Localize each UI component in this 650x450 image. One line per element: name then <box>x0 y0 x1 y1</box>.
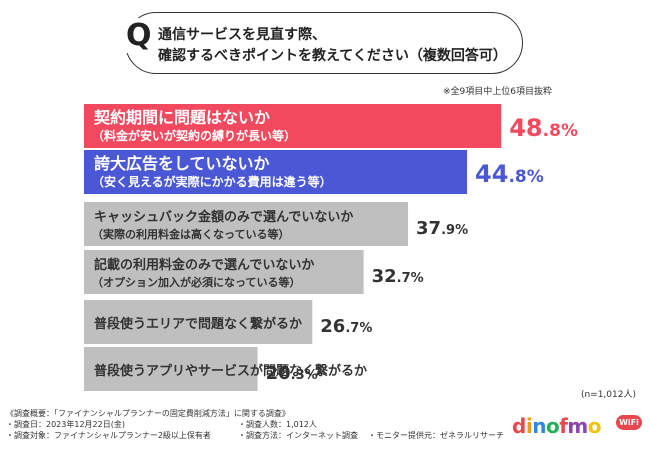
bar-chart: 契約期間に問題はないか（料金が安いが契約の縛りが長い等） 48.8% 誇大広告をして… <box>84 104 578 391</box>
bar-sublabel-1: （料金が安いが契約の縛りが長い等） <box>92 128 296 143</box>
bar-value-6: 20.3% <box>266 363 318 384</box>
bar-sublabel-3: （実際の利用料金は高くなっている等） <box>92 227 289 241</box>
bar-label-2: 誇大広告をしていないか <box>94 154 270 173</box>
bar-label-6: 普段使うアプリやサービスが問題なく繋がるか <box>94 363 367 379</box>
bar-5 <box>84 300 313 344</box>
bar-value-2: 44.8% <box>475 160 544 188</box>
bar-label-5: 普段使うエリアで問題なく繋がるか <box>94 316 302 332</box>
logo-letter: n <box>532 414 546 438</box>
survey-provider: ・モニター提供元：ゼネラルリサーチ <box>368 431 504 440</box>
bar-6 <box>84 347 258 391</box>
survey-overview: 《調査概要：「ファイナンシャルプランナーの固定費削減方法」に関する調査》 ・調査… <box>6 408 504 441</box>
note-top: ※全9項目中上位6項目抜粋 <box>443 87 552 97</box>
logo-letter: o <box>587 414 602 438</box>
bar-value-4: 32.7% <box>372 266 424 287</box>
sample-size-label: (n=1,012人) <box>580 390 636 400</box>
logo-letter: d <box>512 414 526 438</box>
logo-letter: i <box>525 414 533 438</box>
survey-target: ・調査対象：ファイナンシャルプランナー2級以上保有者 <box>6 431 211 440</box>
question-mark: Q <box>122 18 156 53</box>
bar-4 <box>84 250 364 294</box>
survey-count: ・調査人数：1,012人 <box>238 420 317 429</box>
bar-sublabel-4: （オプション加入が必須になっている等） <box>92 275 300 289</box>
bar-value-5: 26.7% <box>320 316 372 337</box>
bar-3 <box>84 202 409 246</box>
bar-2 <box>84 150 468 194</box>
bar-sublabel-2: （安く見えるが実際にかかる費用は違う等） <box>92 174 332 189</box>
bar-value-1: 48.8% <box>509 114 578 142</box>
survey-date: ・調査日：2023年12月22日(金) <box>6 420 125 429</box>
bar-label-4: 記載の利用料金のみで選んでいないか <box>94 257 314 273</box>
question-line-2: 確認するべきポイントを教えてください（複数回答可） <box>158 48 507 64</box>
wifi-badge: WiFi <box>616 415 642 430</box>
bar-label-1: 契約期間に問題はないか <box>93 108 270 127</box>
survey-method: ・調査方法：インターネット調査 <box>238 431 358 440</box>
survey-title: 《調査概要：「ファイナンシャルプランナーの固定費削減方法」に関する調査》 <box>6 409 290 418</box>
bar-1 <box>84 104 502 148</box>
question-line-1: 通信サービスを見直す際、 <box>158 27 326 43</box>
logo-letter: m <box>567 414 588 438</box>
bar-value-3: 37.9% <box>416 218 468 239</box>
bar-label-3: キャッシュバック金額のみで選んでいないか <box>94 209 353 225</box>
dinofmo-logo: dinofmo <box>512 414 601 438</box>
logo-letter: f <box>559 414 568 438</box>
logo-letter: o <box>545 414 560 438</box>
